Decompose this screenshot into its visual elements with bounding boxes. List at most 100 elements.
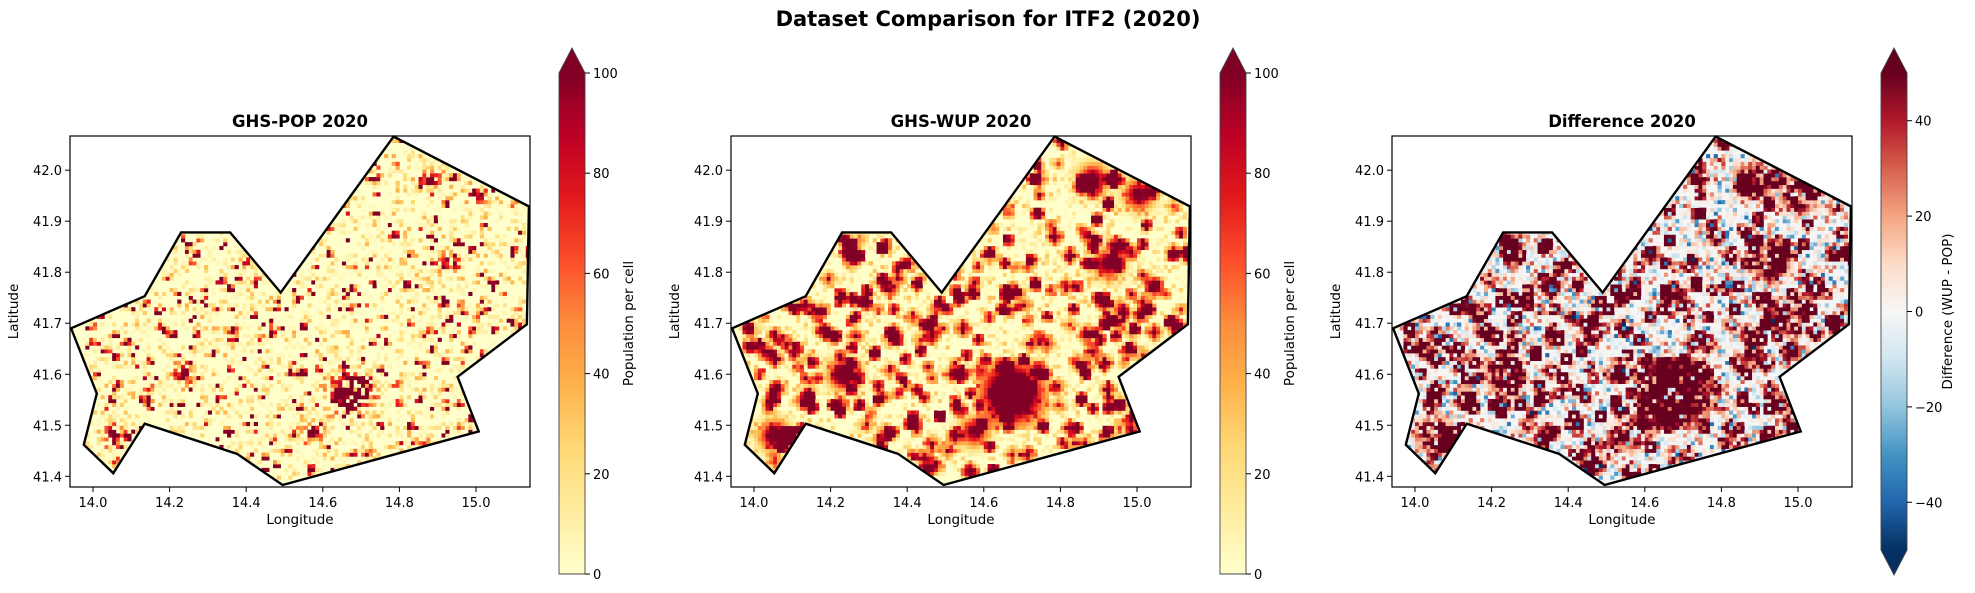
heatmap-cell bbox=[261, 429, 266, 434]
heatmap-cell bbox=[1071, 364, 1077, 369]
heatmap-cell bbox=[1014, 391, 1019, 396]
heatmap-cell bbox=[464, 200, 469, 205]
heatmap-cell bbox=[1037, 368, 1042, 373]
heatmap-cell bbox=[1117, 402, 1122, 407]
heatmap-cell bbox=[972, 448, 977, 453]
heatmap-cell bbox=[960, 398, 965, 404]
heatmap-cell bbox=[288, 326, 293, 331]
heatmap-cell bbox=[407, 444, 412, 450]
heatmap-cell bbox=[845, 414, 851, 419]
heatmap-cell bbox=[341, 307, 347, 312]
heatmap-cell bbox=[96, 402, 101, 407]
heatmap-cell bbox=[865, 410, 870, 415]
heatmap-cell bbox=[338, 383, 343, 388]
heatmap-cell bbox=[976, 379, 981, 384]
heatmap-cell bbox=[891, 425, 896, 430]
heatmap-cell bbox=[899, 414, 904, 419]
heatmap-cell bbox=[345, 203, 350, 208]
heatmap-cell bbox=[460, 299, 465, 304]
heatmap-cell bbox=[253, 330, 258, 335]
heatmap-cell bbox=[845, 368, 851, 373]
heatmap-cell bbox=[750, 368, 755, 373]
heatmap-cell bbox=[246, 257, 251, 262]
heatmap-cell bbox=[437, 402, 442, 407]
heatmap-cell bbox=[953, 364, 958, 369]
heatmap-cell bbox=[376, 452, 381, 457]
heatmap-cell bbox=[769, 406, 774, 411]
heatmap-cell bbox=[131, 418, 136, 423]
heatmap-cell bbox=[364, 368, 370, 373]
heatmap-cell bbox=[399, 398, 404, 404]
heatmap-cell bbox=[453, 268, 458, 274]
heatmap-cell bbox=[449, 249, 454, 254]
heatmap-cell bbox=[181, 242, 186, 247]
heatmap-cell bbox=[1064, 425, 1069, 430]
heatmap-cell bbox=[765, 398, 770, 404]
heatmap-cell bbox=[322, 261, 327, 266]
heatmap-cell bbox=[330, 379, 335, 384]
heatmap-cell bbox=[903, 376, 908, 381]
heatmap-cell bbox=[330, 253, 335, 258]
heatmap-cell bbox=[368, 410, 373, 415]
heatmap-cell bbox=[1014, 387, 1019, 392]
heatmap-cell bbox=[449, 391, 454, 396]
heatmap-cell bbox=[192, 288, 197, 293]
heatmap-cell bbox=[845, 364, 851, 369]
heatmap-cell bbox=[857, 421, 862, 427]
heatmap-cell bbox=[796, 383, 801, 388]
heatmap-cell bbox=[807, 402, 812, 407]
heatmap-cell bbox=[169, 333, 174, 339]
heatmap-cell bbox=[872, 383, 877, 388]
heatmap-cell bbox=[142, 299, 147, 304]
heatmap-cell bbox=[269, 418, 274, 423]
heatmap-cell bbox=[364, 398, 370, 404]
heatmap-cell bbox=[1102, 402, 1107, 407]
heatmap-cell bbox=[1010, 414, 1015, 419]
heatmap-cell bbox=[104, 429, 109, 434]
heatmap-cell bbox=[983, 376, 988, 381]
heatmap-cell bbox=[865, 421, 870, 427]
heatmap-cell bbox=[1006, 444, 1011, 450]
heatmap-cell bbox=[930, 452, 935, 457]
heatmap-cell bbox=[299, 402, 304, 407]
heatmap-cell bbox=[1025, 437, 1031, 442]
heatmap-cell bbox=[368, 203, 373, 208]
heatmap-cell bbox=[1114, 418, 1119, 423]
heatmap-cell bbox=[1075, 372, 1080, 377]
heatmap-cell bbox=[999, 368, 1004, 373]
heatmap-cell bbox=[937, 452, 942, 457]
heatmap-cell bbox=[769, 395, 774, 400]
heatmap-cell bbox=[131, 383, 136, 388]
heatmap-cell bbox=[384, 421, 389, 427]
heatmap-cell bbox=[391, 138, 396, 143]
heatmap-cell bbox=[81, 349, 86, 354]
heatmap-cell bbox=[384, 180, 389, 186]
heatmap-cell bbox=[322, 456, 327, 461]
heatmap-cell bbox=[1110, 379, 1115, 384]
heatmap-cell bbox=[376, 356, 381, 362]
heatmap-cell bbox=[453, 429, 458, 434]
heatmap-cell bbox=[506, 242, 511, 247]
heatmap-cell bbox=[115, 356, 121, 362]
heatmap-cell bbox=[861, 364, 866, 369]
heatmap-cell bbox=[426, 318, 431, 323]
heatmap-cell bbox=[403, 288, 408, 293]
heatmap-cell bbox=[765, 391, 770, 396]
heatmap-cell bbox=[995, 418, 1000, 423]
heatmap-cell bbox=[92, 337, 98, 342]
heatmap-cell bbox=[192, 406, 197, 411]
heatmap-cell bbox=[922, 391, 927, 396]
heatmap-cell bbox=[472, 249, 477, 254]
heatmap-cell bbox=[211, 307, 216, 312]
heatmap-cell bbox=[1094, 414, 1099, 419]
heatmap-cell bbox=[127, 395, 132, 400]
heatmap-cell bbox=[453, 192, 458, 197]
heatmap-cell bbox=[807, 372, 812, 377]
heatmap-cell bbox=[353, 395, 358, 400]
heatmap-cell bbox=[177, 376, 182, 381]
heatmap-cell bbox=[796, 414, 801, 419]
heatmap-cell bbox=[1079, 433, 1084, 438]
colorbar-label: Population per cell bbox=[621, 261, 637, 386]
heatmap-cell bbox=[422, 383, 427, 388]
heatmap-cell bbox=[334, 410, 339, 415]
